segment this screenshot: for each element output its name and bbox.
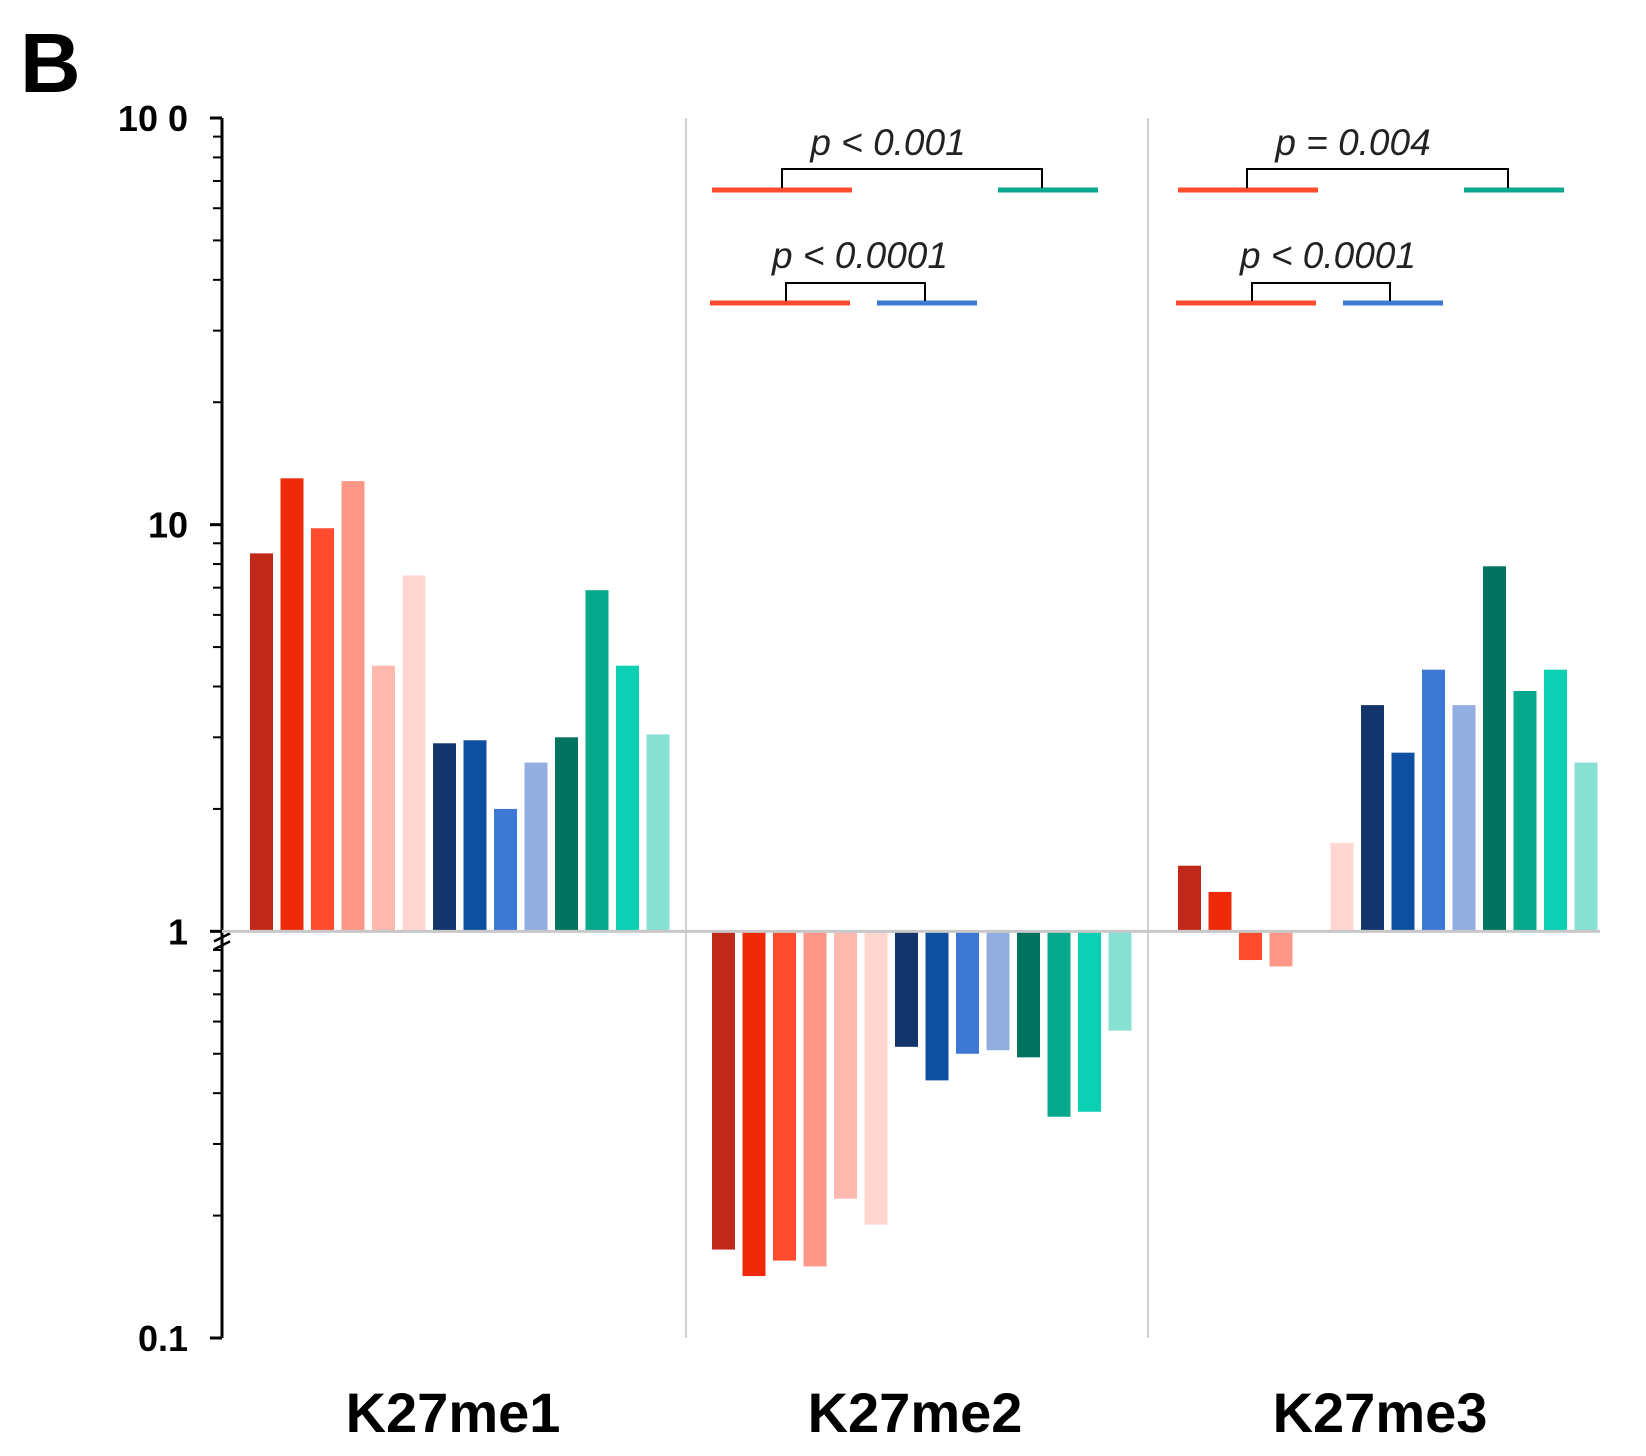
bar-k27me2-7 bbox=[895, 931, 918, 1047]
bars bbox=[250, 478, 1598, 1277]
bar-k27me1-10 bbox=[524, 762, 548, 932]
group-label: K27me1 bbox=[346, 1381, 561, 1444]
bar-k27me2-6 bbox=[864, 931, 888, 1225]
bar-k27me1-2 bbox=[280, 478, 304, 932]
bar-k27me2-9 bbox=[956, 931, 979, 1054]
group-label: K27me2 bbox=[808, 1381, 1023, 1444]
bar-k27me3-8 bbox=[1391, 752, 1415, 932]
bar-k27me2-5 bbox=[834, 931, 857, 1199]
bar-k27me3-12 bbox=[1513, 690, 1537, 932]
bar-k27me2-4 bbox=[803, 931, 827, 1267]
bar-k27me1-11 bbox=[555, 737, 578, 932]
axis-break-mark bbox=[213, 940, 231, 951]
bar-k27me2-2 bbox=[742, 931, 766, 1277]
y-tick-label: 1 bbox=[168, 911, 188, 952]
p-value-label: p < 0.001 bbox=[809, 122, 965, 163]
bar-k27me2-11 bbox=[1017, 931, 1040, 1058]
bar-k27me3-3 bbox=[1239, 931, 1262, 961]
bar-k27me1-3 bbox=[311, 528, 334, 932]
bar-k27me2-1 bbox=[712, 931, 735, 1250]
significance-bracket bbox=[1251, 282, 1391, 301]
bar-k27me2-13 bbox=[1078, 931, 1101, 1112]
y-axis: 0.1 1 10 10 0 bbox=[118, 98, 231, 1359]
y-tick-label: 10 bbox=[148, 505, 188, 546]
bar-k27me1-12 bbox=[585, 590, 609, 932]
bar-k27me3-7 bbox=[1361, 705, 1384, 932]
significance-annotations: p < 0.001 p < 0.0001 p = 0.004 p < 0.0001 bbox=[710, 122, 1564, 306]
bar-k27me1-5 bbox=[372, 665, 395, 932]
bar-k27me2-8 bbox=[925, 931, 949, 1081]
bar-k27me3-2 bbox=[1208, 891, 1232, 932]
bar-k27me3-10 bbox=[1452, 705, 1476, 932]
bar-k27me3-9 bbox=[1422, 669, 1445, 932]
p-value-label: p < 0.0001 bbox=[771, 235, 948, 276]
bar-k27me3-11 bbox=[1483, 566, 1506, 932]
bar-k27me2-10 bbox=[986, 931, 1010, 1051]
bar-k27me1-13 bbox=[616, 665, 639, 932]
panel-label: B bbox=[20, 16, 81, 110]
bar-k27me3-13 bbox=[1544, 669, 1567, 932]
axis-break-mark bbox=[213, 932, 231, 943]
bar-k27me3-6 bbox=[1330, 842, 1354, 932]
bar-k27me1-4 bbox=[341, 481, 365, 932]
p-value-label: p = 0.004 bbox=[1274, 122, 1430, 163]
bar-k27me3-14 bbox=[1574, 762, 1598, 932]
bar-k27me1-14 bbox=[646, 734, 670, 932]
group-label: K27me3 bbox=[1273, 1381, 1488, 1444]
bar-k27me1-6 bbox=[402, 575, 426, 932]
group-labels: K27me1 K27me2 K27me3 bbox=[346, 1381, 1488, 1444]
bar-k27me1-9 bbox=[494, 808, 517, 932]
bar-k27me3-4 bbox=[1269, 931, 1293, 967]
significance-bracket bbox=[781, 168, 1043, 188]
bar-k27me1-1 bbox=[250, 553, 273, 932]
significance-bracket bbox=[785, 282, 926, 301]
bar-k27me3-1 bbox=[1178, 865, 1201, 932]
p-value-label: p < 0.0001 bbox=[1239, 235, 1416, 276]
group-separators bbox=[685, 118, 1149, 1338]
bar-k27me2-12 bbox=[1047, 931, 1071, 1117]
bar-k27me2-3 bbox=[773, 931, 796, 1261]
y-tick-label: 10 0 bbox=[118, 98, 188, 139]
significance-bracket bbox=[1246, 168, 1509, 188]
bar-k27me1-8 bbox=[463, 740, 487, 932]
bar-k27me2-14 bbox=[1108, 931, 1132, 1031]
y-tick-label: 0.1 bbox=[138, 1318, 188, 1359]
bar-k27me1-7 bbox=[433, 743, 456, 932]
